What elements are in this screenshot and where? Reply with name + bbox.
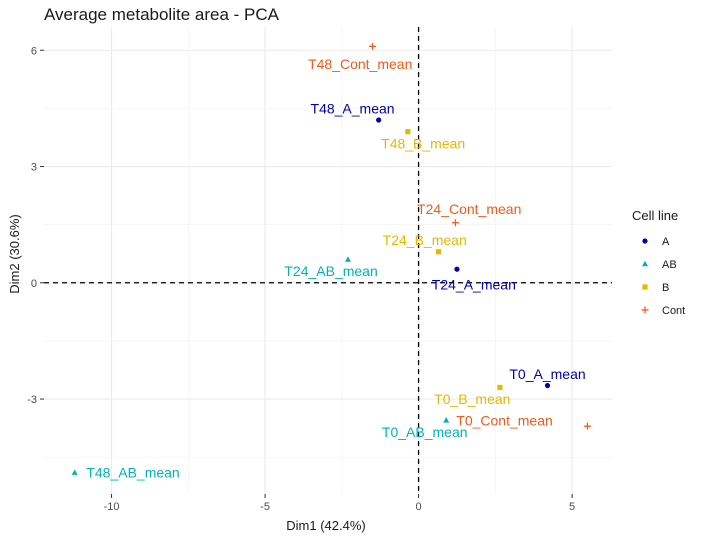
data-point-label: T48_B_mean [381, 135, 465, 151]
data-point [376, 117, 382, 123]
data-point [451, 219, 459, 227]
data-point [71, 469, 78, 475]
y-axis-title: Dim2 (30.6%) [7, 214, 22, 293]
data-point [435, 249, 442, 255]
x-tick-label: -5 [260, 501, 270, 513]
x-tick-label: 5 [569, 501, 575, 513]
legend-item-label: Cont [662, 305, 685, 317]
legend-item-label: A [662, 236, 670, 248]
data-point-label: T0_AB_mean [382, 424, 468, 440]
legend-key [641, 306, 649, 314]
data-point [583, 422, 591, 430]
legend-item: AB [642, 259, 677, 271]
data-point-label: T48_AB_mean [86, 465, 179, 481]
data-point-label: T24_AB_mean [284, 263, 377, 279]
data-point [497, 384, 503, 391]
data-point-label: T0_B_mean [434, 391, 510, 407]
legend-item: B [642, 282, 669, 294]
data-point-label: T24_B_mean [383, 232, 467, 248]
legend-key [642, 260, 648, 267]
y-tick-label: 0 [31, 278, 37, 290]
data-point-label: T24_Cont_mean [417, 201, 521, 217]
legend-title: Cell line [632, 208, 678, 223]
data-point [405, 129, 411, 135]
legend-item-label: B [662, 282, 669, 294]
data-point-label: T48_A_mean [311, 100, 395, 116]
legend-item: A [642, 236, 670, 248]
legend-key [642, 238, 648, 244]
x-axis-ticks: -10 -5 0 5 [104, 494, 575, 513]
data-point [544, 382, 551, 389]
chart-title: Average metabolite area - PCA [44, 5, 280, 24]
point-labels: T48_Cont_mean T48_A_mean T48_B_mean T24_Con… [86, 56, 585, 481]
legend-item-label: AB [662, 259, 677, 271]
data-points [71, 42, 591, 475]
data-point [454, 266, 460, 272]
legend: Cell line A AB B Cont [632, 208, 685, 317]
data-point [443, 417, 450, 423]
y-tick-label: -3 [27, 394, 37, 406]
data-point-label: T0_A_mean [509, 366, 585, 382]
y-tick-label: 3 [31, 162, 37, 174]
x-tick-label: -10 [104, 501, 120, 513]
data-point-label: T0_Cont_mean [456, 412, 553, 428]
legend-key [642, 284, 648, 290]
data-point [369, 42, 377, 50]
data-point-label: T24_A_mean [432, 277, 516, 293]
data-point [344, 256, 351, 262]
y-axis-ticks: -3 0 3 6 [27, 45, 44, 406]
data-point-label: T48_Cont_mean [308, 56, 412, 72]
reference-lines [44, 27, 612, 494]
x-axis-title: Dim1 (42.4%) [286, 518, 365, 533]
x-tick-label: 0 [416, 501, 422, 513]
y-tick-label: 6 [31, 45, 37, 57]
legend-item: Cont [641, 305, 685, 317]
